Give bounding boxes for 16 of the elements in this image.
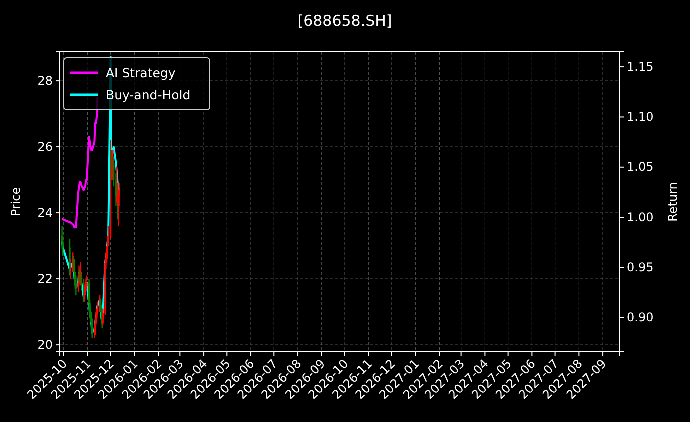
y-tick-label: 22 <box>38 272 53 286</box>
legend-label: Buy-and-Hold <box>106 88 191 102</box>
y2-axis-title: Return <box>666 182 680 222</box>
y-tick-label: 26 <box>38 140 53 154</box>
y2-tick-label: 1.00 <box>627 210 654 224</box>
y-tick-label: 28 <box>38 74 53 88</box>
y2-tick-label: 0.95 <box>627 260 654 275</box>
legend-label: AI Strategy <box>106 66 176 80</box>
y-axis-title: Price <box>9 187 23 217</box>
chart-title: [688658.SH] <box>298 12 392 30</box>
y2-tick-label: 1.05 <box>627 160 654 174</box>
y2-tick-label: 1.10 <box>627 110 654 124</box>
y-tick-label: 20 <box>38 338 53 352</box>
y2-tick-label: 0.90 <box>627 310 654 325</box>
y2-tick-label: 1.15 <box>627 60 654 74</box>
y-tick-label: 24 <box>38 206 53 220</box>
